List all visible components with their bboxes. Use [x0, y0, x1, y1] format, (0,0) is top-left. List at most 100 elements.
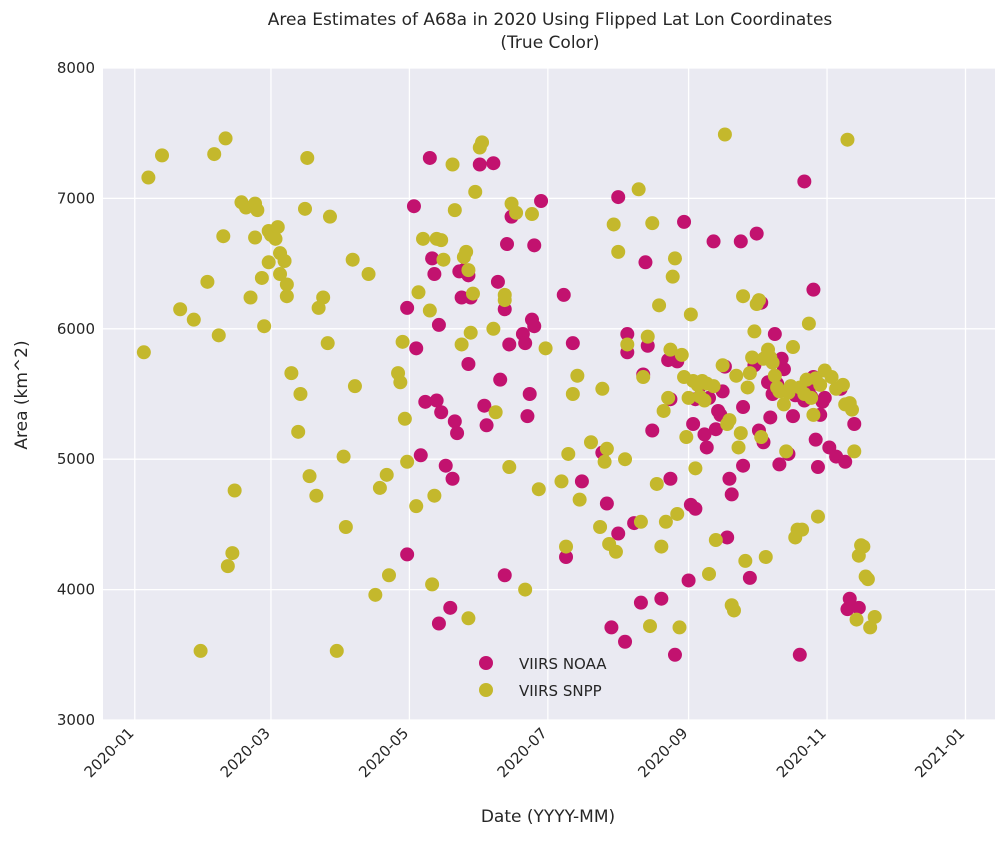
data-point: [618, 452, 633, 467]
data-point: [742, 570, 757, 585]
data-point: [472, 157, 487, 172]
data-point: [597, 454, 612, 469]
data-point: [656, 403, 671, 418]
data-point: [593, 520, 608, 535]
data-point: [851, 600, 866, 615]
data-point: [797, 174, 812, 189]
data-point: [509, 205, 524, 220]
data-point: [463, 325, 478, 340]
data-point: [697, 427, 712, 442]
data-point: [268, 231, 283, 246]
data-point: [141, 170, 156, 185]
data-point: [493, 372, 508, 387]
legend-marker-noaa: [479, 656, 493, 670]
chart-title-line-2: (True Color): [500, 33, 599, 53]
data-point: [751, 293, 766, 308]
data-point: [611, 526, 626, 541]
data-point: [193, 643, 208, 658]
data-point: [847, 444, 862, 459]
data-point: [599, 496, 614, 511]
data-point: [849, 612, 864, 627]
data-point: [767, 327, 782, 342]
x-tick-label: 2020-03: [217, 724, 274, 781]
data-point: [754, 430, 769, 445]
data-point: [785, 340, 800, 355]
data-point: [155, 148, 170, 163]
data-point: [225, 546, 240, 561]
data-point: [454, 337, 469, 352]
data-point: [218, 131, 233, 146]
data-point: [425, 251, 440, 266]
data-point: [311, 300, 326, 315]
chart-title-line-1: Area Estimates of A68a in 2020 Using Fli…: [268, 10, 833, 30]
data-point: [663, 471, 678, 486]
data-point: [250, 203, 265, 218]
data-point: [186, 312, 201, 327]
data-point: [674, 347, 689, 362]
data-point: [611, 190, 626, 205]
legend-marker-snpp: [479, 683, 493, 697]
data-point: [670, 506, 685, 521]
data-point: [436, 252, 451, 267]
data-point: [400, 454, 415, 469]
data-point: [291, 424, 306, 439]
data-point: [570, 368, 585, 383]
data-point: [681, 573, 696, 588]
data-point: [520, 409, 535, 424]
data-point: [284, 366, 299, 381]
data-point: [792, 647, 807, 662]
data-point: [329, 643, 344, 658]
data-point: [361, 267, 376, 282]
data-point: [747, 324, 762, 339]
data-point: [461, 611, 476, 626]
data-point: [538, 341, 553, 356]
data-point: [427, 267, 442, 282]
data-point: [649, 476, 664, 491]
data-point: [845, 402, 860, 417]
data-point: [565, 336, 580, 351]
data-point: [400, 547, 415, 562]
data-point: [347, 379, 362, 394]
data-point: [173, 302, 188, 317]
data-point: [808, 432, 823, 447]
data-point: [785, 409, 800, 424]
data-point: [443, 600, 458, 615]
data-point: [468, 184, 483, 199]
data-point: [518, 336, 533, 351]
data-point: [715, 358, 730, 373]
data-point: [842, 591, 857, 606]
data-point: [633, 595, 648, 610]
data-point: [298, 201, 313, 216]
data-point: [672, 620, 687, 635]
data-point: [413, 448, 428, 463]
data-point: [409, 499, 424, 514]
data-point: [300, 150, 315, 165]
data-point: [438, 458, 453, 473]
data-point: [806, 282, 821, 297]
data-point: [422, 150, 437, 165]
data-point: [835, 377, 850, 392]
data-point: [654, 591, 669, 606]
data-point: [527, 319, 542, 334]
data-point: [488, 405, 503, 420]
x-tick-label: 2020-11: [773, 724, 830, 781]
data-point: [595, 381, 610, 396]
y-tick-labels: 3000 4000 5000 6000 7000 8000: [57, 59, 95, 729]
data-point: [216, 229, 231, 244]
data-point: [631, 182, 646, 197]
data-point: [227, 483, 242, 498]
data-point: [654, 539, 669, 554]
y-tick-label: 4000: [57, 581, 95, 599]
data-point: [243, 290, 258, 305]
data-point: [397, 411, 412, 426]
data-point: [293, 387, 308, 401]
data-point: [604, 620, 619, 635]
data-point: [758, 550, 773, 564]
data-point: [409, 341, 424, 356]
data-point: [316, 290, 331, 305]
data-point: [248, 230, 263, 245]
data-point: [445, 157, 460, 172]
data-point: [645, 423, 660, 438]
x-tick-labels: 2020-01 2020-03 2020-05 2020-07 2020-09 2020-…: [81, 724, 969, 781]
data-point: [645, 216, 660, 231]
